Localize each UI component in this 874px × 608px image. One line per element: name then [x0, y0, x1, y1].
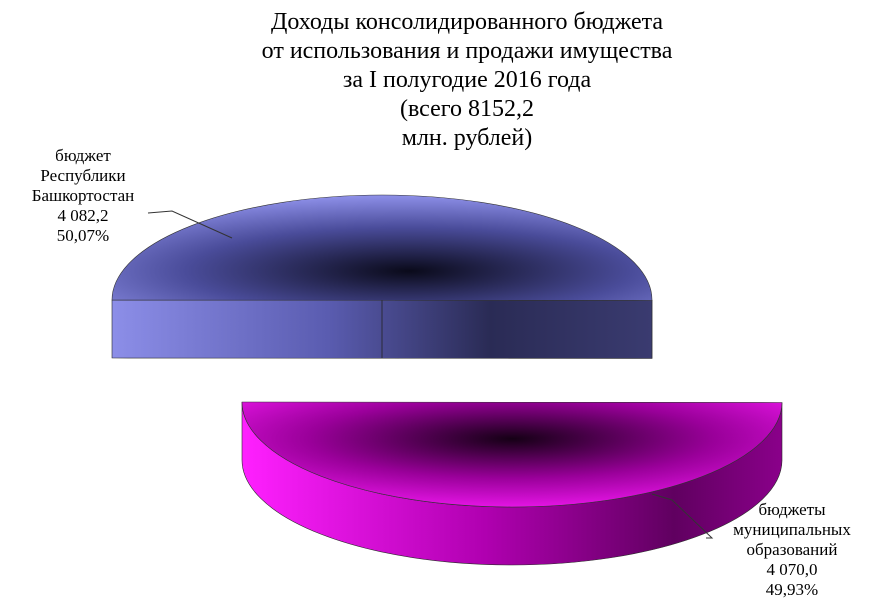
chart-title-line: от использования и продажи имущества: [261, 38, 673, 64]
slice-percent-label: 50,07%: [56, 226, 110, 245]
leader-line-municipal: [651, 493, 714, 539]
pie-slice-top: [241, 401, 783, 508]
slice-value-label: 4 070,0: [766, 560, 818, 579]
slice-label-line: Башкортостан: [31, 186, 135, 205]
slice-value-label: 4 082,2: [57, 206, 109, 225]
chart-title: Доходы консолидированного бюджета от исп…: [172, 8, 762, 153]
slice-label-municipal: бюджеты муниципальных образований 4 070,…: [710, 500, 874, 600]
chart-title-line: Доходы консолидированного бюджета: [270, 9, 664, 35]
pie-slice: [241, 401, 783, 566]
slice-percent-label: 49,93%: [765, 580, 819, 599]
pie-slice: [111, 194, 653, 359]
leader-line-republic: [147, 210, 233, 239]
slice-label-line: бюджеты: [758, 500, 826, 519]
chart-title-line: млн. рублей): [401, 125, 533, 151]
slice-label-line: муниципальных: [733, 520, 851, 539]
slice-label-line: образований: [746, 540, 838, 559]
chart-title-line: (всего 8152,2: [399, 96, 535, 122]
pie-slice-top: [111, 194, 653, 301]
chart-title-line: за I полугодие 2016 года: [342, 67, 592, 93]
slice-label-line: бюджет: [55, 146, 111, 165]
slice-label-republic: бюджет Республики Башкортостан 4 082,2 5…: [18, 146, 148, 246]
slice-label-line: Республики: [40, 166, 126, 185]
